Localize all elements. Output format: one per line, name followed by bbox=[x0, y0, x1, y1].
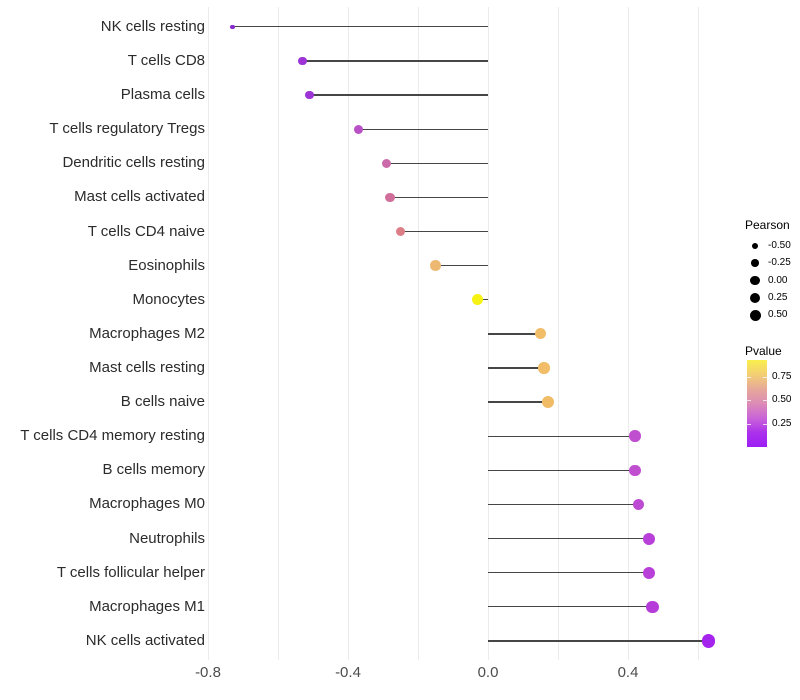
gridline bbox=[208, 7, 209, 660]
category-label: NK cells resting bbox=[100, 17, 205, 35]
category-label: T cells follicular helper bbox=[56, 563, 205, 581]
category-label: NK cells activated bbox=[85, 631, 205, 649]
legend-pearson-title: Pearson bbox=[745, 218, 790, 232]
lollipop-dot bbox=[538, 362, 550, 374]
pvalue-tick-mark bbox=[763, 423, 767, 425]
category-label: Mast cells activated bbox=[74, 188, 205, 206]
category-label: Dendritic cells resting bbox=[62, 154, 205, 172]
lollipop-stem bbox=[488, 401, 548, 403]
lollipop-dot bbox=[646, 600, 659, 614]
pvalue-tick-mark bbox=[763, 400, 767, 402]
lollipop-stem bbox=[386, 162, 488, 164]
lollipop-dot bbox=[305, 90, 314, 100]
lollipop-dot bbox=[395, 226, 406, 237]
category-label: B cells memory bbox=[102, 461, 205, 479]
lollipop-dot bbox=[541, 396, 554, 409]
legend-size-dot bbox=[750, 292, 760, 303]
category-label: Neutrophils bbox=[129, 529, 205, 547]
category-label: Plasma cells bbox=[120, 86, 205, 104]
lollipop-dot bbox=[535, 328, 546, 340]
lollipop-dot bbox=[298, 56, 307, 66]
lollipop-stem bbox=[488, 640, 709, 642]
x-tick-label: 0.0 bbox=[477, 664, 499, 681]
lollipop-dot bbox=[629, 430, 641, 442]
legend-size-label: 0.50 bbox=[768, 309, 788, 321]
lollipop-dot bbox=[643, 532, 655, 545]
lollipop-stem bbox=[488, 572, 649, 574]
lollipop-stem bbox=[488, 606, 653, 608]
legend-size-label: -0.25 bbox=[768, 257, 791, 269]
legend-size-label: 0.25 bbox=[768, 291, 788, 303]
legend-pvalue-title: Pvalue bbox=[745, 344, 782, 358]
lollipop-dot bbox=[430, 260, 441, 271]
lollipop-dot bbox=[472, 294, 483, 306]
x-tick-label: 0.4 bbox=[617, 664, 639, 681]
x-tick-label: -0.4 bbox=[335, 664, 361, 681]
gridline bbox=[348, 7, 349, 660]
pvalue-tick-mark bbox=[747, 423, 751, 425]
category-label: T cells regulatory Tregs bbox=[49, 120, 205, 138]
pvalue-tick-mark bbox=[763, 376, 767, 378]
lollipop-stem bbox=[390, 196, 488, 199]
lollipop-stem bbox=[488, 469, 635, 471]
lollipop-stem bbox=[488, 333, 541, 335]
gridline bbox=[418, 7, 419, 660]
category-label: T cells CD4 naive bbox=[87, 222, 205, 240]
legend-size-label: 0.00 bbox=[768, 274, 788, 286]
category-label: T cells CD8 bbox=[127, 51, 205, 69]
lollipop-stem bbox=[488, 435, 635, 437]
lollipop-dot bbox=[632, 498, 645, 511]
lollipop-stem bbox=[309, 94, 488, 96]
lollipop-dot bbox=[629, 464, 641, 477]
pvalue-tick-label: 0.75 bbox=[772, 370, 792, 382]
lollipop-dot bbox=[230, 24, 235, 30]
lollipop-dot bbox=[643, 566, 655, 579]
legend-size-dot bbox=[749, 309, 761, 321]
legend-size-dot bbox=[750, 276, 760, 286]
lollipop-stem bbox=[488, 367, 544, 369]
lollipop-dot bbox=[701, 634, 716, 648]
lollipop-dot bbox=[381, 158, 392, 169]
category-label: Eosinophils bbox=[128, 256, 205, 274]
pvalue-tick-label: 0.50 bbox=[772, 394, 792, 406]
category-label: Macrophages M1 bbox=[89, 597, 205, 615]
pvalue-tick-label: 0.25 bbox=[772, 417, 792, 429]
lollipop-stem bbox=[435, 264, 488, 267]
lollipop-stem bbox=[232, 26, 488, 28]
gridline bbox=[558, 7, 559, 660]
legend-size-dot bbox=[751, 242, 759, 250]
lollipop-dot bbox=[354, 124, 363, 134]
gridline bbox=[628, 7, 629, 660]
lollipop-dot bbox=[385, 192, 395, 203]
lollipop-stem bbox=[488, 503, 639, 506]
pvalue-tick-mark bbox=[747, 376, 751, 378]
lollipop-stem bbox=[488, 537, 649, 540]
lollipop-stem bbox=[400, 230, 488, 233]
legend-size-dot bbox=[751, 259, 759, 268]
category-label: Monocytes bbox=[132, 290, 205, 308]
pvalue-tick-mark bbox=[747, 400, 751, 402]
category-label: T cells CD4 memory resting bbox=[20, 427, 205, 445]
pvalue-colorbar bbox=[747, 360, 767, 447]
x-tick-label: -0.8 bbox=[195, 664, 221, 681]
lollipop-stem bbox=[302, 60, 488, 62]
legend-size-label: -0.50 bbox=[768, 240, 791, 251]
category-label: Macrophages M2 bbox=[89, 324, 205, 342]
category-label: B cells naive bbox=[120, 393, 205, 411]
category-label: Macrophages M0 bbox=[89, 495, 205, 513]
category-label: Mast cells resting bbox=[89, 359, 205, 376]
gridline bbox=[278, 7, 279, 660]
lollipop-stem bbox=[358, 128, 488, 130]
gridline bbox=[698, 7, 699, 660]
